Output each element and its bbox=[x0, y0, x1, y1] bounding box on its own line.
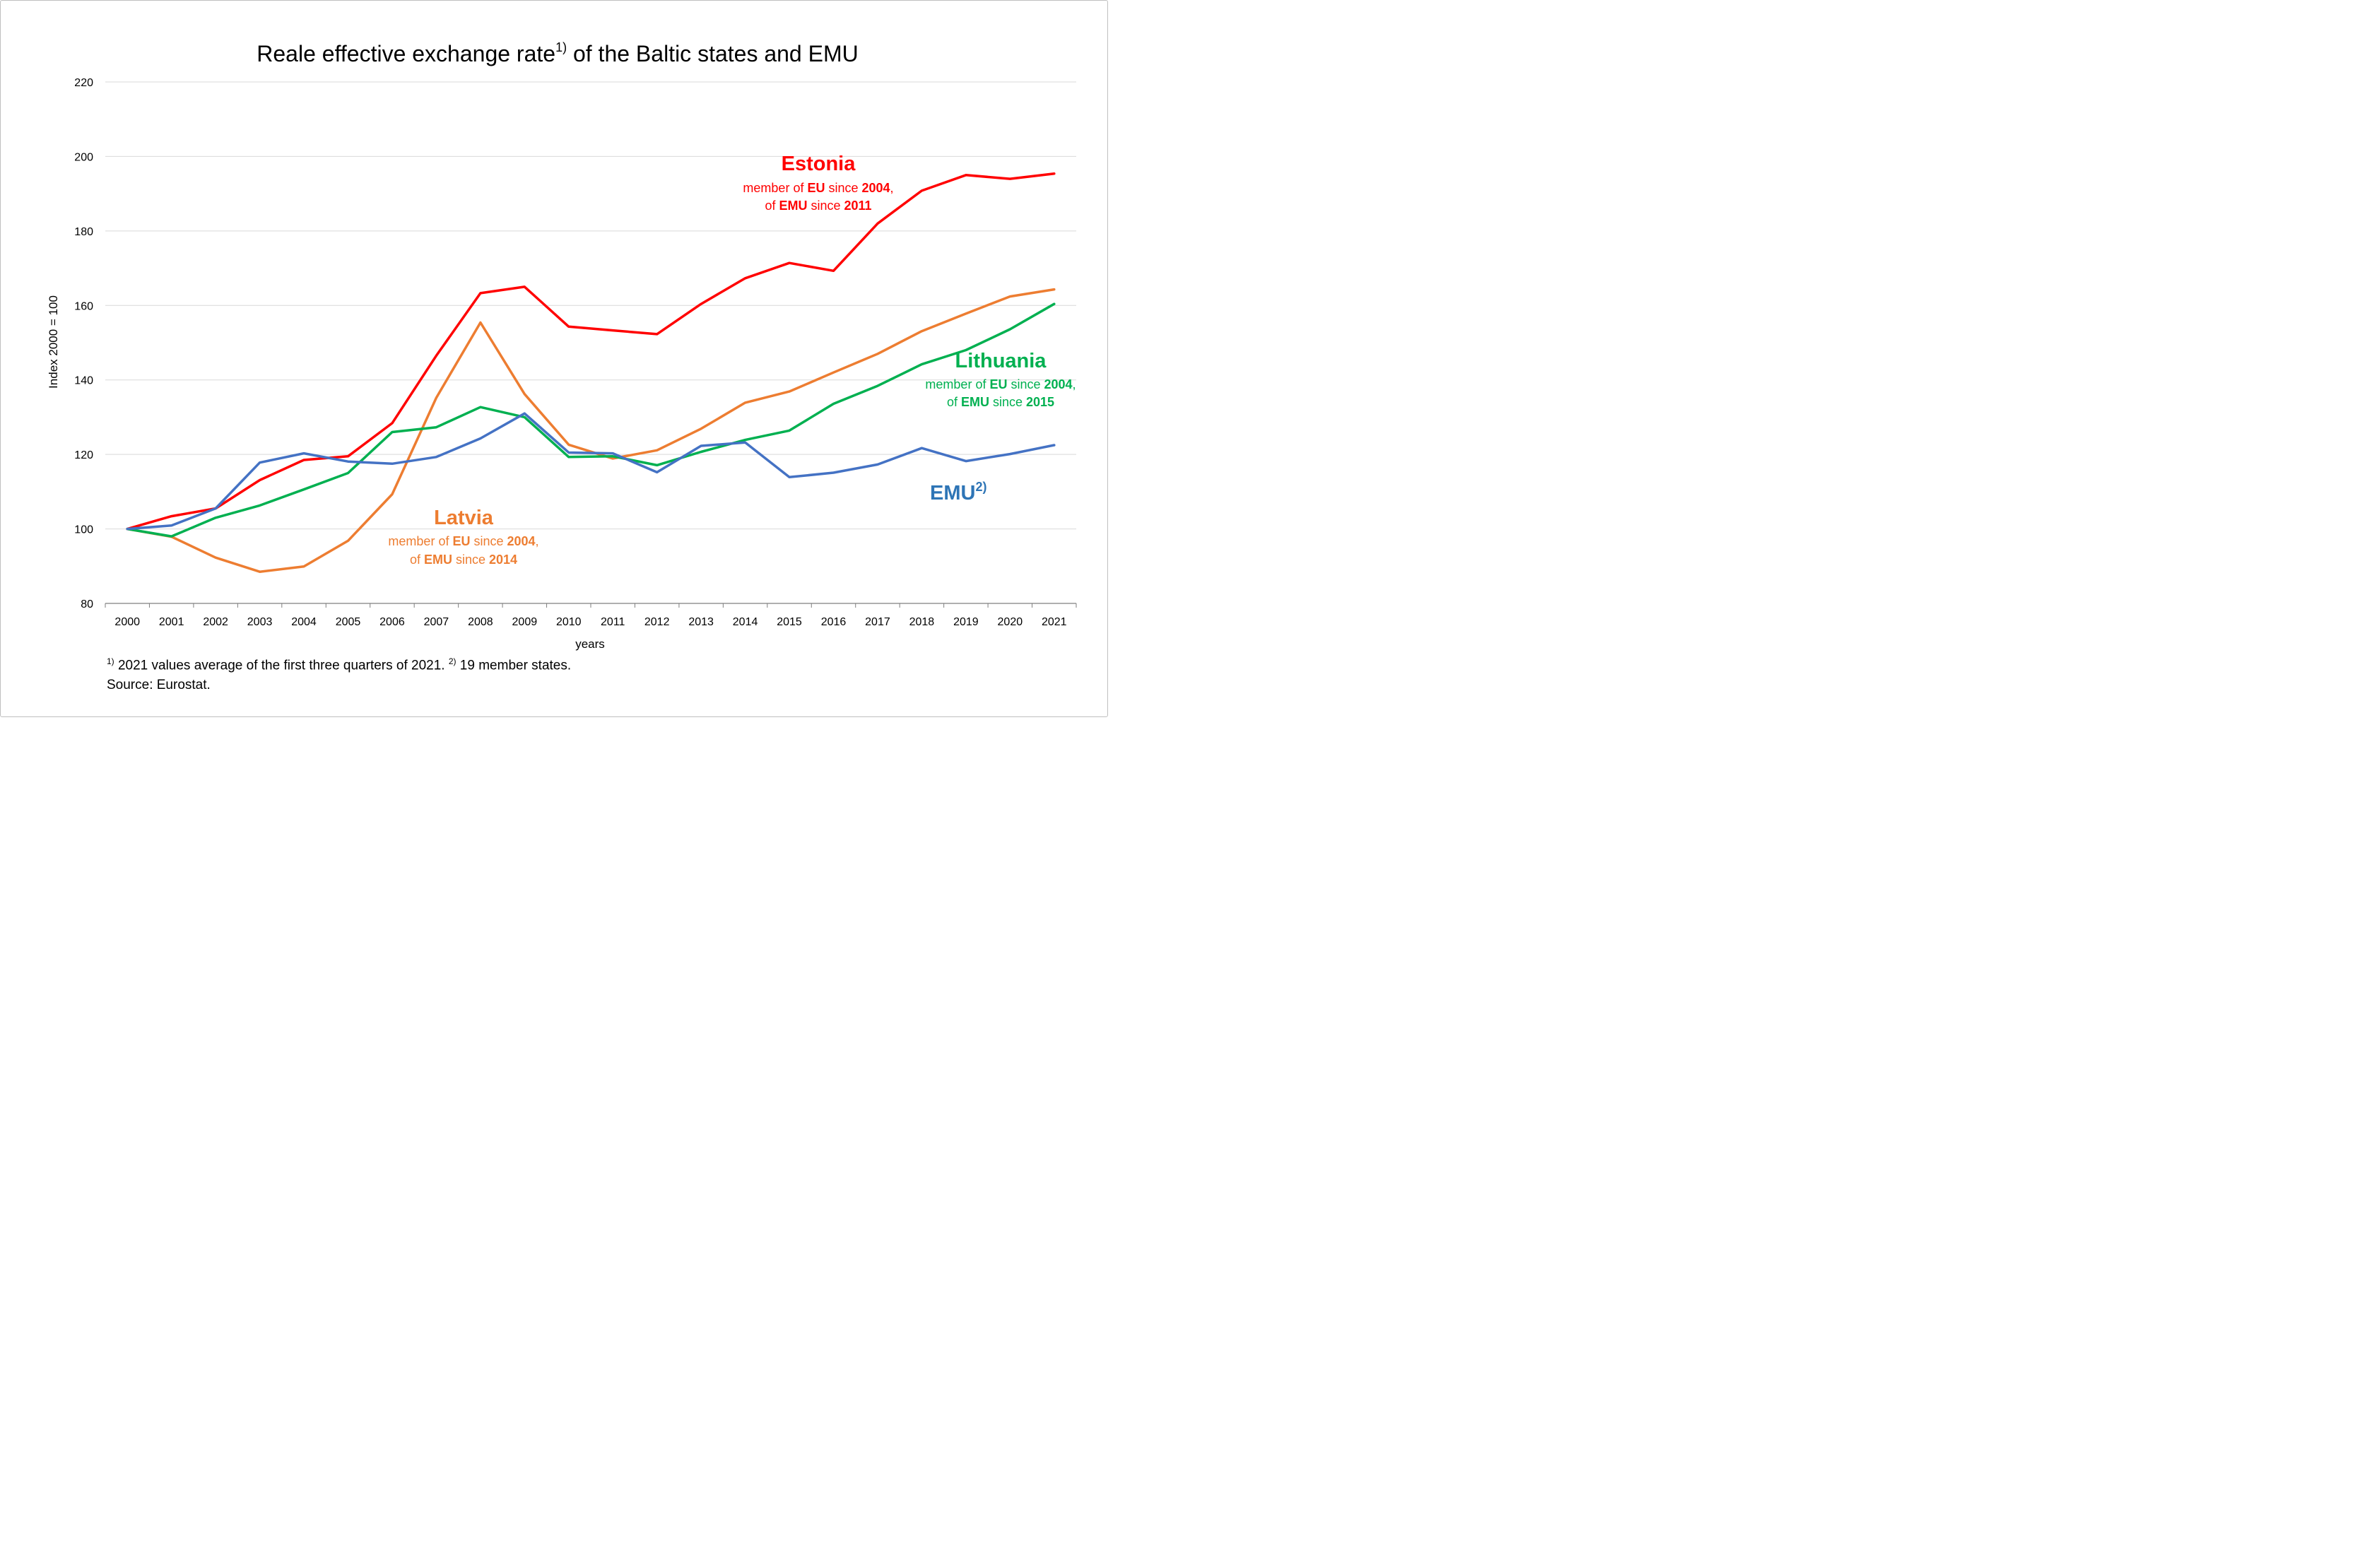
y-tick-label: 200 bbox=[74, 151, 93, 163]
series-line-emu bbox=[126, 412, 1056, 531]
estonia-note-line1: member of EU since 2004, bbox=[743, 181, 893, 195]
lithuania-note-line1: member of EU since 2004, bbox=[925, 377, 1076, 391]
series-line-lithuania bbox=[126, 302, 1056, 538]
x-tick-label: 2019 bbox=[953, 616, 979, 628]
y-axis-label: Index 2000 = 100 bbox=[47, 295, 60, 389]
x-tick-label: 2018 bbox=[909, 616, 935, 628]
y-tick-label: 180 bbox=[74, 226, 93, 238]
y-tick-label: 80 bbox=[81, 598, 93, 610]
footnote1-text: 2021 values average of the first three q… bbox=[114, 658, 449, 673]
x-tick-label: 2013 bbox=[688, 616, 714, 628]
x-tick-label: 2008 bbox=[468, 616, 493, 628]
latvia-label: Latvia bbox=[434, 507, 494, 529]
chart-title-sup: 1) bbox=[555, 40, 567, 54]
x-tick-label: 2000 bbox=[114, 616, 140, 628]
source-note: Source: Eurostat. bbox=[107, 678, 211, 692]
chart-title: Reale effective exchange rate1) of the B… bbox=[257, 40, 858, 66]
x-tick-label: 2012 bbox=[644, 616, 670, 628]
estonia-note-line2: of EMU since 2011 bbox=[765, 199, 871, 213]
footnote1-marker: 1) bbox=[107, 656, 114, 666]
lithuania-label: Lithuania bbox=[955, 350, 1047, 372]
lithuania-note-line2: of EMU since 2015 bbox=[947, 395, 1054, 409]
series-lines bbox=[126, 172, 1056, 573]
x-tick-label: 2015 bbox=[777, 616, 802, 628]
series-line-latvia bbox=[126, 288, 1056, 573]
x-tick-label: 2004 bbox=[291, 616, 317, 628]
x-tick-label: 2009 bbox=[512, 616, 538, 628]
y-tick-label: 120 bbox=[74, 449, 93, 461]
x-tick-label: 2005 bbox=[336, 616, 361, 628]
footnote-line: 1) 2021 values average of the first thre… bbox=[107, 656, 571, 673]
x-axis-label: years bbox=[575, 637, 605, 651]
gridlines bbox=[105, 81, 1076, 530]
x-axis: 2000 2001 2002 2003 2004 2005 2006 2007 2008 2009… bbox=[105, 603, 1077, 628]
x-tick-label: 2011 bbox=[601, 616, 625, 628]
series-line-estonia bbox=[126, 172, 1056, 531]
y-tick-label: 220 bbox=[74, 77, 93, 89]
y-tick-labels: 80 100 120 140 160 180 200 220 bbox=[74, 77, 93, 610]
x-tick-label: 2001 bbox=[159, 616, 184, 628]
x-tick-label: 2020 bbox=[998, 616, 1023, 628]
emu-label: EMU2) bbox=[930, 480, 986, 504]
chart-frame: Reale effective exchange rate1) of the B… bbox=[0, 0, 1108, 717]
estonia-label: Estonia bbox=[782, 153, 856, 175]
y-tick-label: 140 bbox=[74, 375, 93, 387]
y-tick-label: 160 bbox=[74, 300, 93, 312]
x-tick-label: 2021 bbox=[1042, 616, 1067, 628]
x-tick-label: 2003 bbox=[247, 616, 273, 628]
y-tick-label: 100 bbox=[74, 524, 93, 536]
x-tick-label: 2007 bbox=[424, 616, 449, 628]
chart-title-main: Reale effective exchange rate bbox=[257, 41, 555, 66]
chart-title-rest: of the Baltic states and EMU bbox=[567, 41, 859, 66]
footnote2-marker: 2) bbox=[448, 656, 456, 666]
x-tick-label: 2006 bbox=[379, 616, 405, 628]
x-tick-label: 2017 bbox=[865, 616, 890, 628]
x-tick-label: 2002 bbox=[203, 616, 228, 628]
latvia-note-line1: member of EU since 2004, bbox=[388, 534, 538, 548]
footnote2-text: 19 member states. bbox=[456, 658, 572, 673]
x-tick-label: 2014 bbox=[733, 616, 758, 628]
line-chart: Reale effective exchange rate1) of the B… bbox=[47, 40, 1077, 651]
x-tick-label: 2016 bbox=[821, 616, 847, 628]
x-tick-label: 2010 bbox=[556, 616, 582, 628]
latvia-note-line2: of EMU since 2014 bbox=[410, 553, 517, 567]
